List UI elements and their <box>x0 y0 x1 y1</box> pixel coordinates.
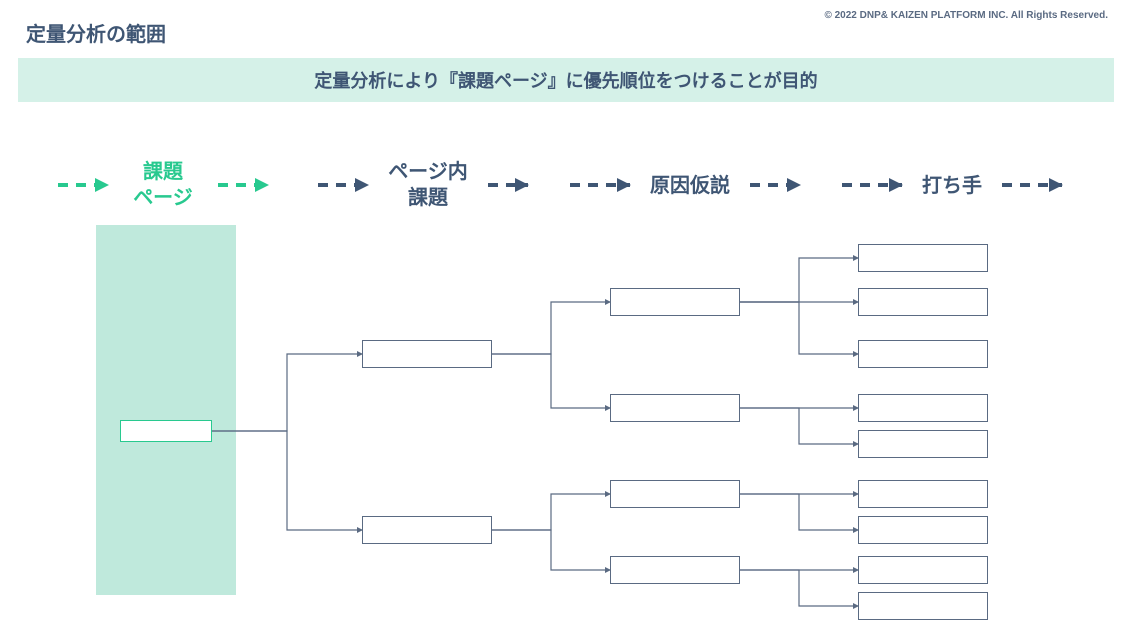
purpose-banner: 定量分析により『課題ページ』に優先順位をつけることが目的 <box>18 58 1114 102</box>
col-label-0: 課題 ページ <box>103 159 223 211</box>
tree-node <box>362 340 492 368</box>
tree-node <box>858 480 988 508</box>
tree-node <box>858 394 988 422</box>
col-label-2: 原因仮説 <box>630 173 750 199</box>
tree-node <box>610 288 740 316</box>
highlight-column <box>96 225 236 595</box>
tree-node <box>858 340 988 368</box>
tree-node <box>858 592 988 620</box>
tree-node <box>858 430 988 458</box>
tree-node <box>120 420 212 442</box>
page-title: 定量分析の範囲 <box>26 18 166 47</box>
tree-node <box>858 244 988 272</box>
tree-node <box>858 556 988 584</box>
copyright-text: © 2022 DNP& KAIZEN PLATFORM INC. All Rig… <box>824 10 1108 21</box>
tree-node <box>362 516 492 544</box>
tree-node <box>610 556 740 584</box>
tree-node <box>858 516 988 544</box>
tree-node <box>610 480 740 508</box>
col-label-1: ページ内 課題 <box>368 159 488 211</box>
tree-node <box>610 394 740 422</box>
tree-node <box>858 288 988 316</box>
col-label-3: 打ち手 <box>892 173 1012 199</box>
